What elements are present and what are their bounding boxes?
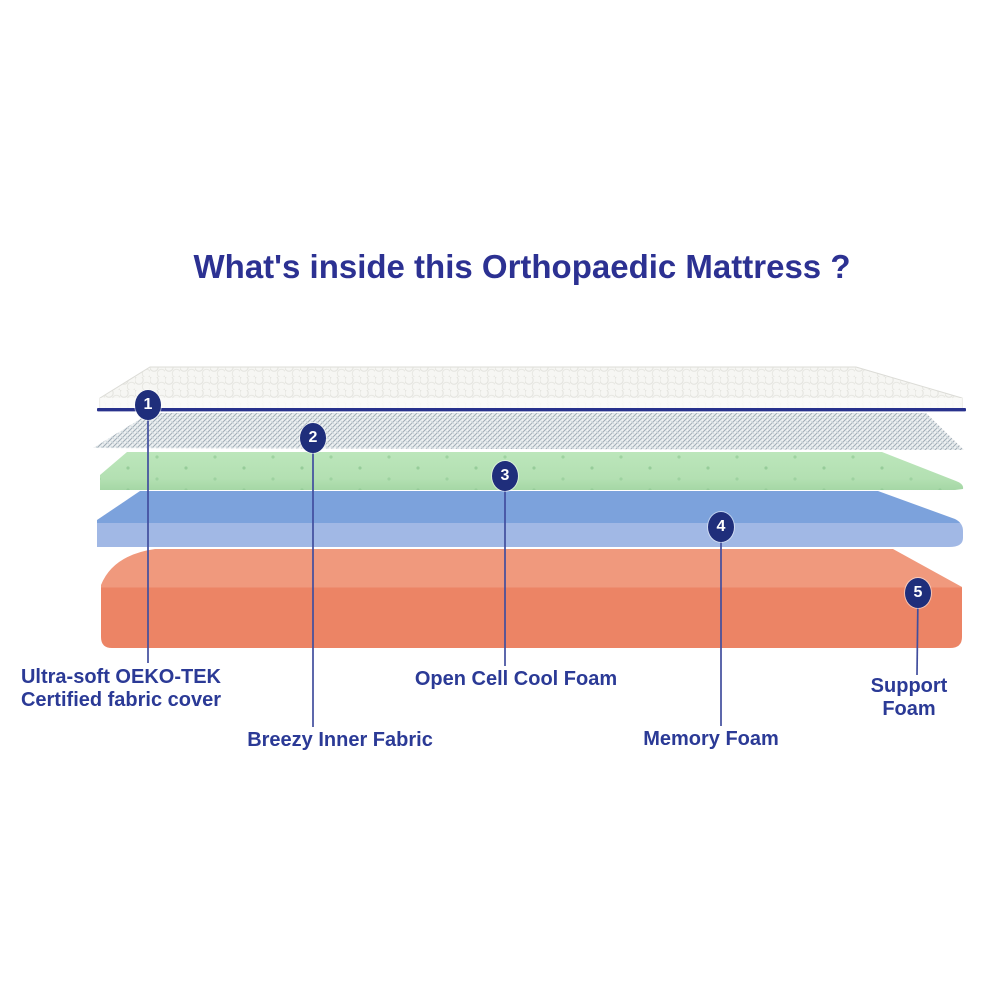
- memory-foam-layer: [97, 491, 963, 547]
- layer-4-badge: 4: [708, 512, 734, 542]
- support-foam-layer: [101, 549, 962, 648]
- page-title: What's inside this Orthopaedic Mattress …: [193, 248, 851, 285]
- cover-trim-line: [97, 408, 966, 412]
- layer-2-badge: 2: [300, 423, 326, 453]
- layer-5-label: Support Foam: [870, 675, 948, 720]
- layer-2-label: Breezy Inner Fabric: [247, 729, 433, 751]
- inner-fabric-layer: [93, 413, 964, 450]
- cool-foam-layer: [100, 452, 964, 490]
- layer-1-label: Ultra-soft OEKO-TEK Certified fabric cov…: [20, 666, 222, 711]
- layer-5-badge: 5: [905, 578, 931, 608]
- layer-3-label: Open Cell Cool Foam: [414, 668, 618, 690]
- layer-4-label: Memory Foam: [643, 728, 779, 750]
- layer-1-badge: 1: [135, 390, 161, 420]
- fabric-cover-layer: [97, 366, 966, 412]
- layer-3-badge: 3: [492, 461, 518, 491]
